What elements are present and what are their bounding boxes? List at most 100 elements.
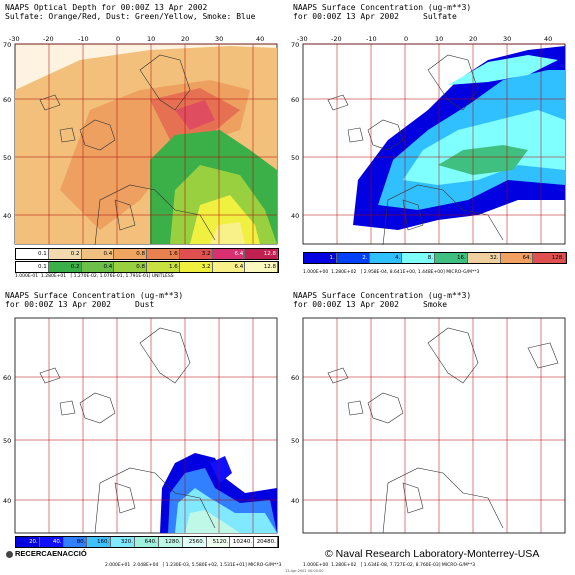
colorbar-cell: 8.: [402, 253, 435, 263]
dust-inner-area: [190, 195, 260, 244]
colorbar-cell: 3.2: [179, 249, 213, 259]
colorbar-cell: 0.4: [81, 249, 115, 259]
colorbar-cell: 1280.: [158, 537, 183, 547]
colorbar-cell: 0.8: [114, 262, 147, 272]
sulfate-north-band: [448, 55, 558, 85]
x-tick-label: 20: [181, 35, 189, 43]
x-tick-label: -20: [331, 35, 342, 43]
timestamp-stamp: 13-Apr-2002 00:00:00: [285, 569, 324, 573]
x-tick-label: 20: [469, 35, 477, 43]
y-tick-label: 70: [291, 41, 299, 49]
colorbar-cell: 0.1: [16, 249, 49, 259]
coastlines: [39, 327, 216, 534]
colorbar-cell: 12.8: [245, 249, 278, 259]
colorbar-cell: 6.4: [212, 249, 246, 259]
colorbar-cell: 640.: [135, 537, 159, 547]
panel-title-line2: Sulfate: Orange/Red, Dust: Green/Yellow,…: [5, 12, 256, 21]
x-tick-label: 30: [215, 35, 223, 43]
grid: [303, 43, 565, 244]
colorbar-cell: 20.: [16, 537, 40, 547]
colorbar-cell: 0.2: [48, 262, 82, 272]
colorbar-cell: 12.8: [245, 262, 278, 272]
colorbar-cell: 4.: [369, 253, 403, 263]
colorbar-dust-aod: 0.1 0.2 0.4 0.8 1.6 3.2 6.4 12.8: [15, 261, 279, 273]
logo-circle-icon: [6, 550, 13, 558]
colorbar-cell: 20480.: [254, 537, 278, 547]
y-tick-label: 50: [291, 154, 299, 162]
x-tick-label: 10: [435, 35, 443, 43]
colorbar-cell: 2560.: [182, 537, 207, 547]
x-tick-label: 0: [116, 35, 120, 43]
colorbar-dust: 20. 40. 80. 160. 320. 640. 1280. 2560. 5120. 1024…: [15, 536, 279, 548]
y-tick-label: 40: [3, 212, 11, 220]
colorbar-cell: 1.: [304, 253, 337, 263]
colorbar-cell: 320.: [111, 537, 136, 547]
x-tick-label: 0: [404, 35, 408, 43]
dust-cyprus-plume: [210, 456, 232, 483]
y-tick-label: 50: [291, 437, 299, 445]
y-tick-label: 50: [3, 154, 11, 162]
colorbar-cell: 0.8: [114, 249, 147, 259]
y-tick-label: 60: [291, 374, 299, 382]
panel-title-line1: NAAPS Surface Concentration (ug-m**3): [293, 291, 472, 300]
colorbar-sulfate-aod: 0.1 0.2 0.4 0.8 1.6 3.2 6.4 12.8: [15, 248, 279, 260]
panel-smoke: NAAPS Surface Concentration (ug-m**3) fo…: [288, 288, 575, 575]
sulfate-concentration-field: [353, 46, 565, 230]
panel-title-line1: NAAPS Optical Depth for 00:00Z 13 Apr 20…: [5, 3, 208, 12]
y-tick-label: 60: [3, 96, 11, 104]
colorbar-cell: 1.6: [147, 262, 180, 272]
sulfate-aod-field: [15, 46, 277, 244]
coastlines: [327, 327, 559, 534]
x-tick-label: 30: [503, 35, 511, 43]
colorbar-cell: 160.: [87, 537, 112, 547]
y-tick-labels: 70 60 50 40: [291, 41, 299, 220]
credit-line: © Naval Research Laboratory-Monterrey-US…: [325, 548, 540, 560]
colorbar-cell: 3.2: [179, 262, 213, 272]
smoke-map: 60 50 40: [291, 317, 566, 534]
colorbar-cell: 2.: [336, 253, 370, 263]
panel-footnote: 1.000E-01 1.280E+01 [ 1.270E-02, 1.076E-…: [15, 274, 174, 279]
colorbar-cell: 1.6: [147, 249, 180, 259]
recerca-logo: RECERCAENACCIÓ: [6, 549, 87, 558]
colorbar-cell: 128.: [533, 253, 566, 263]
colorbar-cell: 32.: [467, 253, 501, 263]
x-tick-label: -10: [78, 35, 89, 43]
grid: [15, 318, 277, 533]
colorbar-cell: 5120.: [206, 537, 231, 547]
y-tick-labels: 60 50 40: [291, 374, 299, 505]
panel-footnote: 1.000E+00 1.280E+02 [ 1.634E-08, 7.727E-…: [303, 563, 476, 568]
dust-high-area: [185, 510, 240, 533]
aod-map: -30 -20 -10 0 10 20 30 40 70 60 50 40: [3, 35, 278, 246]
colorbar-cell: 64.: [500, 253, 534, 263]
panel-footnote: 1.000E+00 1.280E+02 [ 2.958E-04, 8.641E+…: [303, 270, 480, 275]
sulfate-high-area: [438, 145, 528, 175]
colorbar-cell: 6.4: [212, 262, 246, 272]
panel-title-line1: NAAPS Surface Concentration (ug-m**3): [5, 291, 184, 300]
colorbar-sulfate: 1. 2. 4. 8. 16. 32. 64. 128.: [303, 252, 567, 264]
grid: [15, 43, 277, 244]
y-tick-labels: 60 50 40: [3, 374, 11, 505]
colorbar-cell: 0.4: [81, 262, 115, 272]
panel-dust: NAAPS Surface Concentration (ug-m**3) fo…: [0, 288, 287, 575]
x-tick-label: -20: [43, 35, 54, 43]
panel-title-line1: NAAPS Surface Concentration (ug-m**3): [293, 3, 472, 12]
colorbar-cell: 10240.: [230, 537, 255, 547]
colorbar-cell: 16.: [435, 253, 468, 263]
y-tick-label: 70: [3, 41, 11, 49]
x-tick-label: 10: [147, 35, 155, 43]
x-tick-label: 40: [256, 35, 264, 43]
panel-title-line2: for 00:00Z 13 Apr 2002 Sulfate: [293, 12, 457, 21]
y-tick-label: 60: [3, 374, 11, 382]
x-tick-label: -30: [9, 35, 20, 43]
colorbar-cell: 80.: [63, 537, 88, 547]
grid: [303, 318, 565, 533]
y-tick-label: 40: [291, 212, 299, 220]
y-tick-labels: 70 60 50 40: [3, 41, 11, 220]
dust-footnote: 2.000E+01 2.048E+04 [ 1.230E-03, 5.580E+…: [105, 563, 282, 568]
colorbar-cell: 0.2: [48, 249, 82, 259]
y-tick-label: 50: [3, 437, 11, 445]
y-tick-label: 40: [3, 497, 11, 505]
x-tick-labels: -30 -20 -10 0 10 20 30 40: [9, 35, 264, 43]
panel-title-line2: for 00:00Z 13 Apr 2002 Smoke: [293, 300, 448, 309]
y-tick-label: 60: [291, 96, 299, 104]
